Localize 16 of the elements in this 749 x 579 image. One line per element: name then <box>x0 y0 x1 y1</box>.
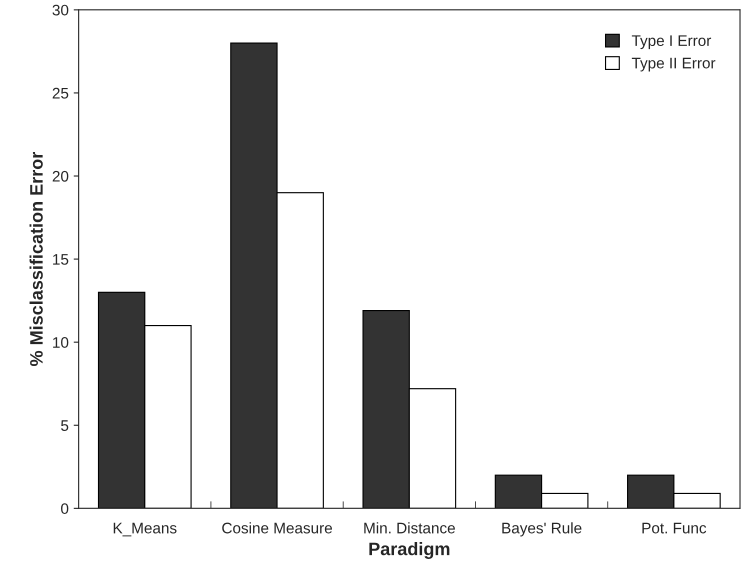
x-tick-label: K_Means <box>114 522 177 536</box>
y-tick-label: 0 <box>61 503 68 514</box>
x-tick-label: Min. Distance <box>364 522 455 534</box>
y-tick-label: 25 <box>52 88 68 99</box>
x-tick-label: Cosine Measure <box>222 522 332 534</box>
x-axis-title: Paradigm <box>369 542 450 559</box>
y-tick-label: 30 <box>52 4 68 16</box>
y-tick-label: 5 <box>61 420 68 431</box>
y-tick-label: 20 <box>52 170 68 182</box>
x-tick-label: Pot. Func <box>642 522 706 534</box>
legend-label: Type I Error <box>632 35 712 50</box>
legend-label: Type II Error <box>632 58 716 72</box>
x-tick-label: Bayes' Rule <box>502 522 582 536</box>
y-axis-title: % Misclassification Error <box>30 152 43 366</box>
y-tick-label: 10 <box>53 337 68 348</box>
y-tick-label: 15 <box>53 254 68 265</box>
